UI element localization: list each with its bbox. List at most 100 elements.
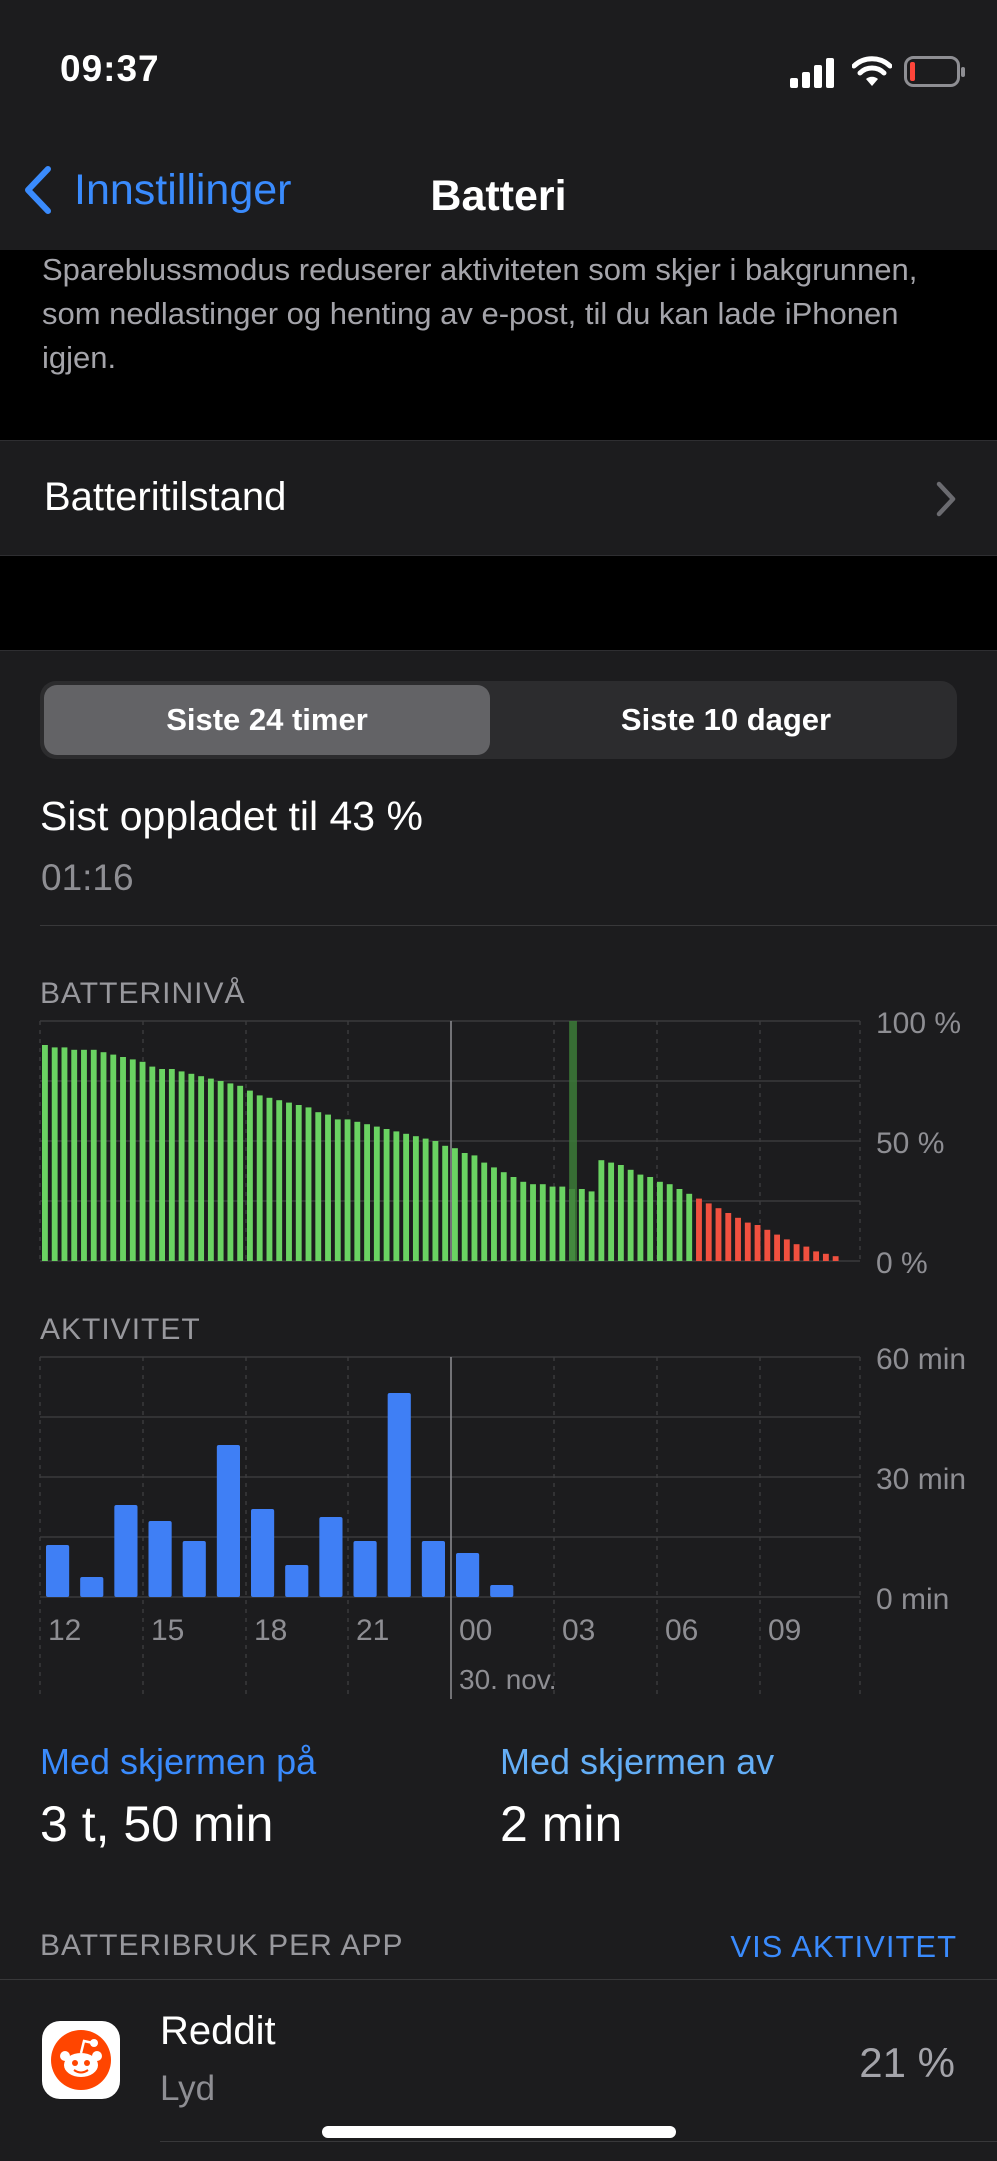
battery-level-bar <box>764 1229 771 1261</box>
activity-bar <box>148 1521 172 1597</box>
activity-bar <box>182 1541 206 1597</box>
battery-level-bar <box>657 1181 663 1261</box>
time-range-segmented-control: Siste 24 timer Siste 10 dager <box>40 681 957 759</box>
battery-level-bar <box>81 1049 87 1261</box>
back-button[interactable]: Innstillinger <box>22 160 292 220</box>
battery-level-bar <box>676 1189 683 1261</box>
show-activity-button[interactable]: VIS AKTIVITET <box>730 1929 957 1964</box>
battery-health-label: Batteritilstand <box>44 475 287 519</box>
battery-icon <box>904 56 965 87</box>
battery-level-bar <box>520 1181 527 1261</box>
battery-level-bar <box>461 1153 468 1261</box>
battery-level-bar <box>608 1162 615 1261</box>
battery-level-bar <box>90 1049 97 1261</box>
activity-bar <box>80 1577 104 1597</box>
app-percent: 21 % <box>859 2039 955 2086</box>
status-time: 09:37 <box>60 48 160 89</box>
activity-bar <box>387 1393 411 1597</box>
battery-level-bar <box>510 1177 517 1261</box>
battery-level-bar <box>266 1097 273 1261</box>
activity-bar <box>114 1505 138 1597</box>
battery-level-bar <box>207 1078 214 1261</box>
battery-level-bar <box>247 1090 253 1261</box>
battery-level-bar <box>725 1213 732 1261</box>
battery-health-row[interactable]: Batteritilstand <box>0 440 997 556</box>
reddit-icon <box>42 2021 120 2099</box>
battery-level-bar <box>403 1133 410 1261</box>
x-tick-label: 03 <box>562 1614 595 1647</box>
battery-level-bar <box>276 1100 283 1261</box>
last-charged-text: Sist oppladet til 43 % <box>40 793 423 839</box>
battery-level-bar <box>686 1193 693 1261</box>
battery-level-bar <box>217 1081 224 1261</box>
battery-level-bar <box>373 1126 380 1261</box>
date-label: 30. nov. <box>459 1664 557 1695</box>
battery-level-bar <box>305 1107 312 1261</box>
divider <box>40 925 997 926</box>
battery-level-bar <box>100 1052 107 1261</box>
battery-level-bar <box>149 1066 156 1261</box>
battery-level-bar <box>364 1124 370 1261</box>
screen-on-value: 3 t, 50 min <box>40 1796 274 1852</box>
battery-level-bar <box>295 1105 302 1261</box>
battery-level-bar <box>452 1148 458 1261</box>
x-tick-label: 15 <box>151 1614 184 1647</box>
activity-bar <box>319 1517 343 1597</box>
activity-bar <box>456 1553 480 1597</box>
battery-level-bar <box>188 1073 195 1261</box>
battery-level-bar <box>627 1169 634 1261</box>
app-name: Reddit <box>160 2009 276 2053</box>
battery-y-tick-label: 50 % <box>876 1127 944 1160</box>
battery-level-bar <box>822 1253 829 1261</box>
battery-level-bar <box>344 1119 351 1261</box>
battery-level-bar <box>491 1167 497 1261</box>
battery-y-tick-label: 0 % <box>876 1247 928 1280</box>
activity-bar <box>216 1445 240 1597</box>
screen-off-label: Med skjermen av <box>500 1741 775 1782</box>
battery-level-bar <box>383 1129 390 1261</box>
battery-level-bar <box>120 1057 126 1261</box>
battery-level-bar <box>51 1047 58 1261</box>
battery-level-bar <box>237 1085 244 1261</box>
battery-level-bar <box>754 1225 761 1261</box>
battery-level-bar <box>598 1160 605 1261</box>
activity-y-tick-label: 0 min <box>876 1583 949 1616</box>
last-charged-time: 01:16 <box>41 857 134 898</box>
battery-level-bar <box>315 1112 322 1261</box>
battery-level-bar <box>227 1083 234 1261</box>
battery-level-bar <box>637 1174 644 1261</box>
activity-bar <box>285 1565 309 1597</box>
battery-level-bar <box>774 1234 780 1261</box>
battery-level-bar <box>813 1251 820 1261</box>
battery-level-bar <box>71 1049 78 1261</box>
battery-level-bar <box>422 1138 429 1261</box>
x-tick-label: 21 <box>356 1614 389 1647</box>
battery-level-chart-title: BATTERINIVÅ <box>40 977 246 1010</box>
activity-bar <box>421 1541 445 1597</box>
x-tick-label: 00 <box>459 1614 492 1647</box>
nav-bar: Innstillinger Batteri <box>0 130 997 250</box>
battery-level-bar <box>110 1054 117 1261</box>
app-usage-row[interactable]: Reddit Lyd 21 % <box>0 1981 997 2141</box>
app-subtitle: Lyd <box>160 2069 216 2108</box>
battery-level-bar <box>705 1203 712 1261</box>
low-power-description: Spareblussmodus reduserer aktiviteten so… <box>42 252 918 375</box>
battery-level-bar <box>481 1162 488 1261</box>
x-tick-label: 06 <box>665 1614 698 1647</box>
battery-level-bar <box>500 1172 507 1261</box>
battery-level-bar <box>744 1222 751 1261</box>
battery-level-bar <box>61 1047 68 1261</box>
segment-last-24-hours[interactable]: Siste 24 timer <box>44 685 490 755</box>
chevron-right-icon <box>936 481 956 517</box>
battery-level-bar <box>783 1239 790 1261</box>
screen-on-label: Med skjermen på <box>40 1741 317 1782</box>
battery-level-bar <box>42 1045 48 1261</box>
battery-level-bar <box>354 1121 361 1261</box>
activity-y-tick-label: 30 min <box>876 1463 966 1496</box>
segment-last-10-days[interactable]: Siste 10 dager <box>620 702 832 737</box>
screen-off-value: 2 min <box>500 1796 623 1852</box>
battery-level-bar <box>539 1184 546 1261</box>
page-title: Batteri <box>430 172 567 220</box>
battery-level-bar <box>793 1244 800 1261</box>
activity-y-tick-label: 60 min <box>876 1343 966 1376</box>
